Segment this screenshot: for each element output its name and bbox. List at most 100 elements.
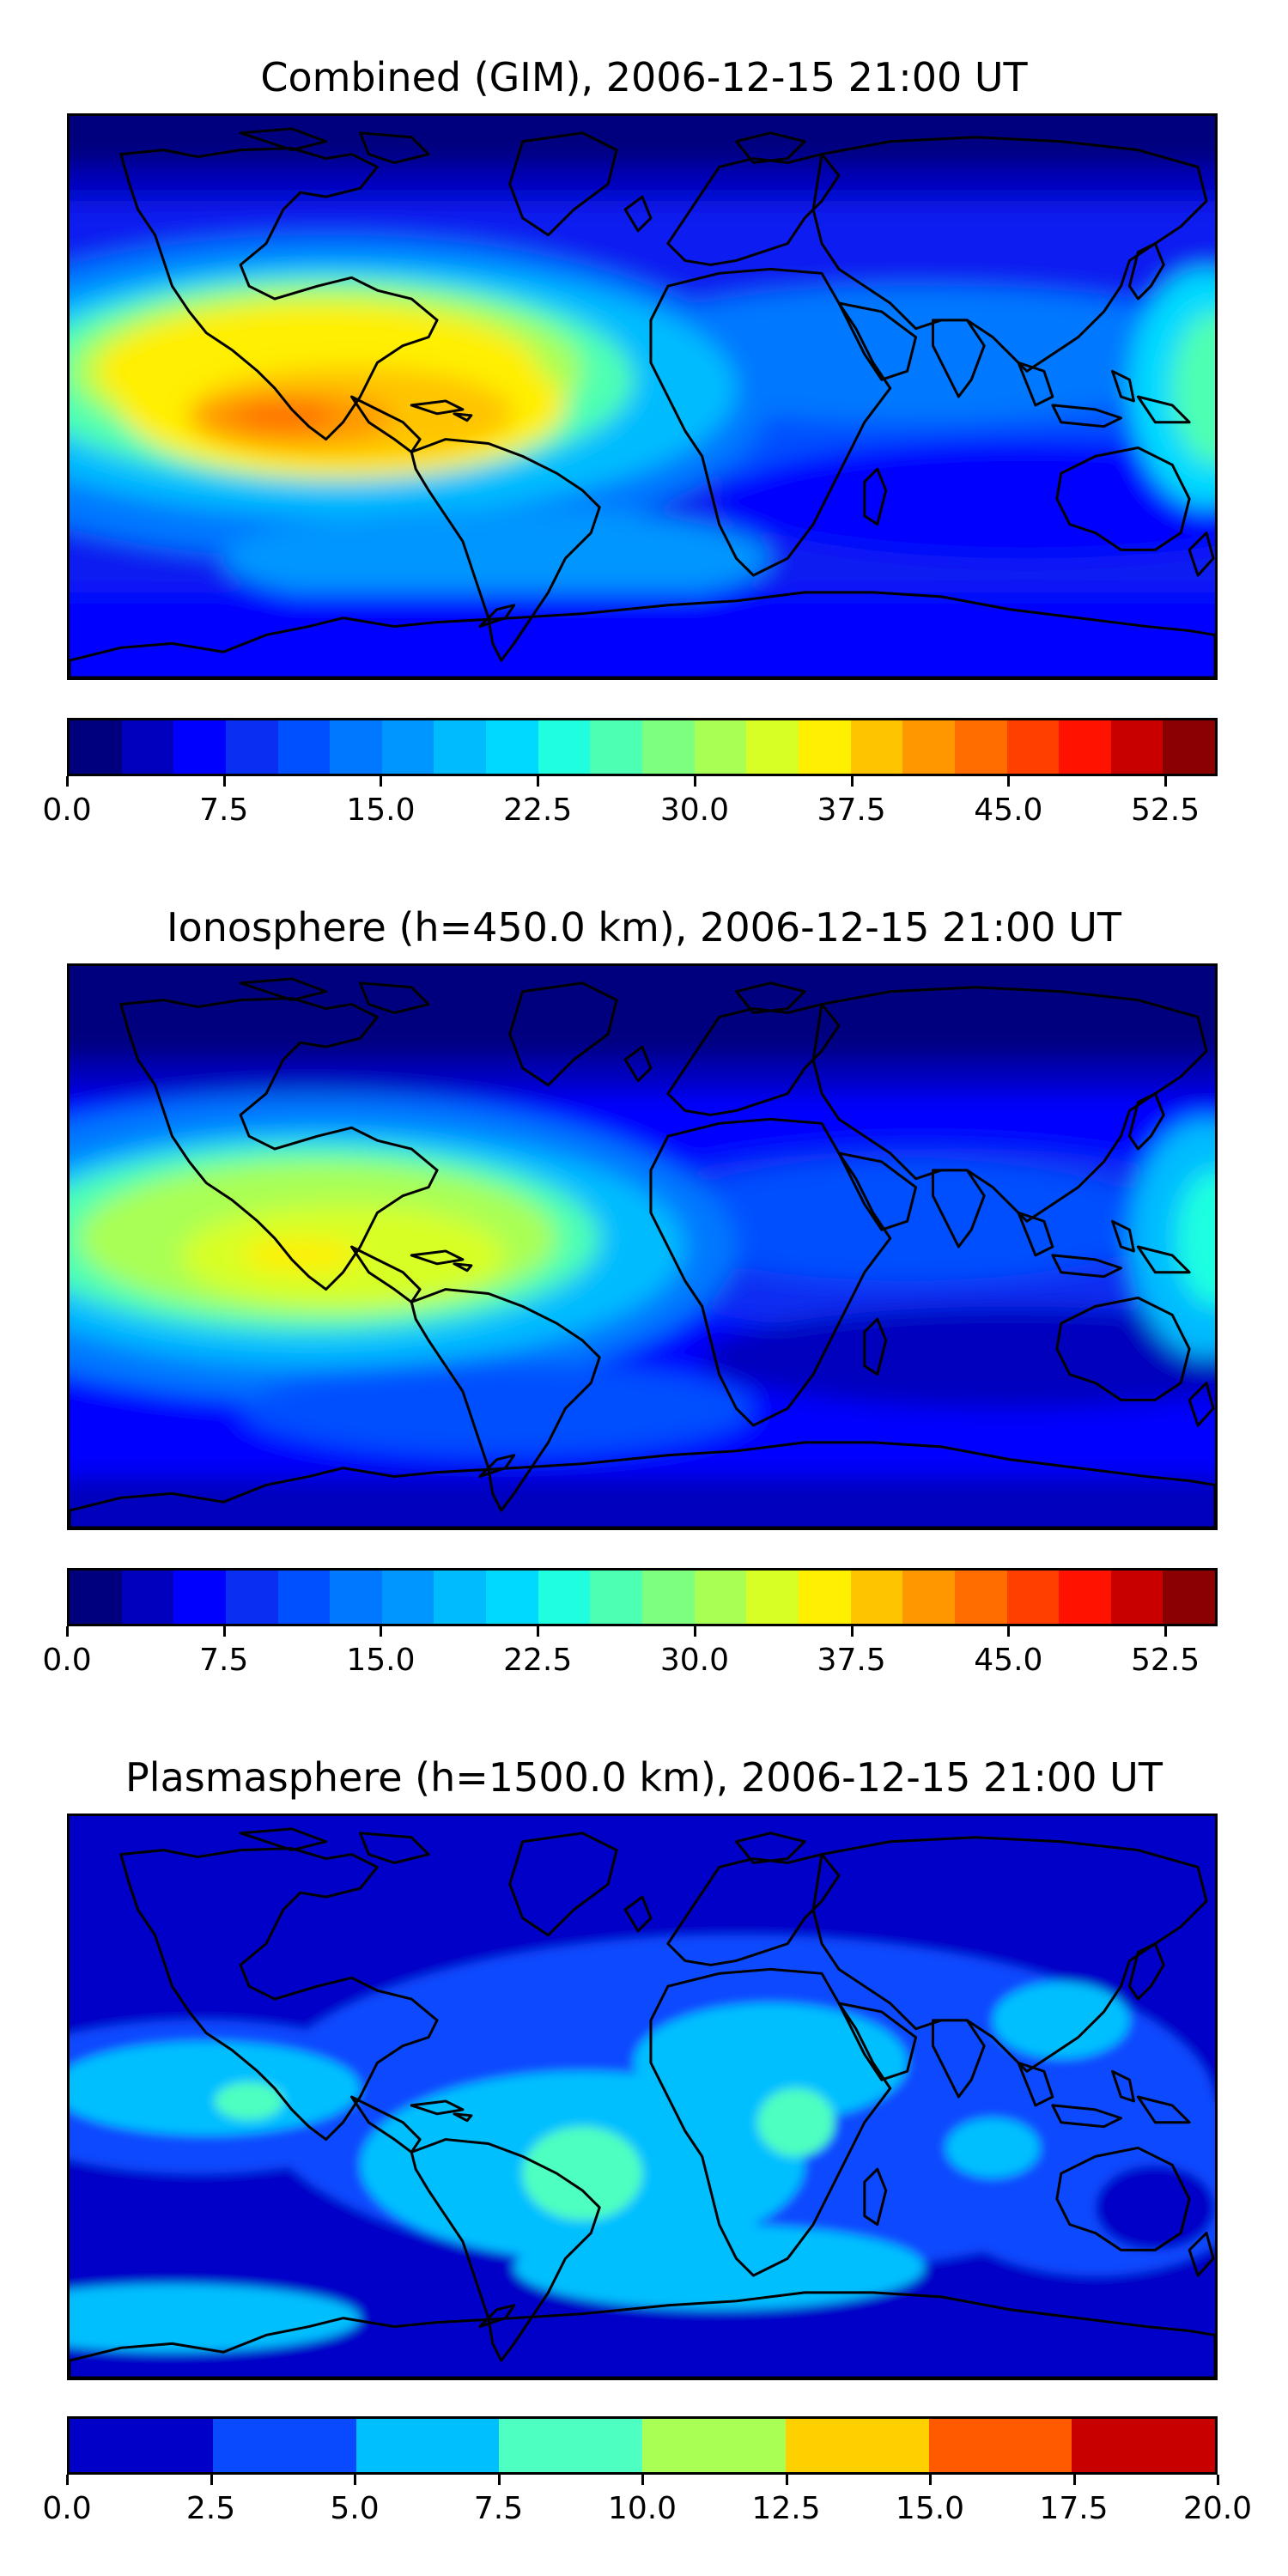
colorbar-segment (1072, 2419, 1215, 2472)
colorbar-segment (928, 2419, 1072, 2472)
colorbar-segment (173, 720, 226, 774)
colorbar-tick (785, 2475, 788, 2485)
colorbar-segment (1006, 1571, 1060, 1624)
colorbar-segment (902, 720, 955, 774)
colorbar-segment (642, 1571, 695, 1624)
colorbar-tick (66, 776, 69, 787)
panel-title: Plasmasphere (h=1500.0 km), 2006-12-15 2… (125, 1754, 1163, 1801)
colorbar-segment (1006, 720, 1060, 774)
colorbar-tick (929, 2475, 932, 2485)
colorbar-segment (381, 720, 434, 774)
colorbar-segment (486, 1571, 538, 1624)
colorbar-segment (954, 1571, 1007, 1624)
colorbar-tick-label: 2.5 (185, 2491, 236, 2526)
colorbar-segment (902, 1571, 955, 1624)
colorbar-tick-label: 30.0 (659, 793, 729, 828)
panel-title: Ionosphere (h=450.0 km), 2006-12-15 21:0… (167, 904, 1121, 951)
colorbar-segment (121, 1571, 174, 1624)
tec-map-plasmasphere (67, 1814, 1218, 2380)
colorbar-segment (225, 720, 278, 774)
colorbar-segment (798, 1571, 851, 1624)
colorbar-segment (173, 1571, 226, 1624)
colorbar-segment (798, 720, 851, 774)
colorbar-tick (66, 2475, 69, 2485)
colorbar-segment (121, 720, 174, 774)
colorbar-ticks-ionosphere: 0.0 7.5 15.0 22.5 30.0 37.5 45.0 52.5 (42, 1626, 1218, 1704)
colorbar-tick (1164, 776, 1168, 787)
colorbar-segment (785, 2419, 929, 2472)
colorbar-segment (499, 2419, 642, 2472)
colorbar-tick (641, 2475, 644, 2485)
tec-map-combined (67, 113, 1218, 680)
colorbar-segment (694, 1571, 747, 1624)
colorbar-segment (850, 720, 903, 774)
colorbar-segment (212, 2419, 356, 2472)
colorbar-tick-label: 0.0 (42, 1643, 92, 1678)
colorbar-segment (70, 2419, 213, 2472)
colorbar-tick-label: 22.5 (503, 793, 573, 828)
colorbar-tick-label: 7.5 (199, 1643, 249, 1678)
colorbar-segment (381, 1571, 434, 1624)
colorbar-tick (380, 776, 383, 787)
colorbar-segment (1110, 720, 1163, 774)
colorbar-segment (1110, 1571, 1163, 1624)
colorbar-tick-label: 45.0 (974, 1643, 1043, 1678)
colorbar-segment (1059, 720, 1111, 774)
colorbar-tick-label: 0.0 (42, 793, 92, 828)
panel-title: Combined (GIM), 2006-12-15 21:00 UT (260, 54, 1028, 100)
colorbar-tick-label: 15.0 (346, 1643, 416, 1678)
colorbar-tick (66, 1626, 69, 1637)
colorbar-tick-label: 0.0 (42, 2491, 92, 2526)
colorbar-segment (642, 2419, 786, 2472)
colorbar-segment (850, 1571, 903, 1624)
colorbar-tick-label: 22.5 (503, 1643, 573, 1678)
map-svg-combined (70, 116, 1215, 677)
colorbar-segment (746, 720, 799, 774)
colorbar-segment (330, 720, 382, 774)
colorbar-tick-label: 37.5 (817, 1643, 886, 1678)
colorbar-tick (1217, 2475, 1219, 2485)
colorbar-segment (642, 720, 695, 774)
colorbar-segment (1163, 720, 1215, 774)
colorbar-tick (380, 1626, 383, 1637)
colorbar-tick-label: 7.5 (199, 793, 249, 828)
map-svg-ionosphere (70, 966, 1215, 1528)
colorbar-segment (590, 1571, 643, 1624)
colorbar-tick-label: 17.5 (1039, 2491, 1109, 2526)
colorbar-tick-label: 10.0 (607, 2491, 677, 2526)
colorbar-tick-label: 5.0 (330, 2491, 380, 2526)
colorbar-ticks-combined: 0.0 7.5 15.0 22.5 30.0 37.5 45.0 52.5 (42, 776, 1218, 854)
colorbar-tick (850, 1626, 854, 1637)
colorbar-ionosphere (67, 1568, 1218, 1626)
colorbar-tick (222, 776, 226, 787)
colorbar-segment (1163, 1571, 1215, 1624)
colorbar-tick-label: 7.5 (473, 2491, 524, 2526)
colorbar-tick-label: 30.0 (659, 1643, 729, 1678)
colorbar-segment (434, 1571, 487, 1624)
colorbar-tick (537, 776, 540, 787)
colorbar-segment (225, 1571, 278, 1624)
colorbar-segment (277, 1571, 331, 1624)
colorbar-segment (70, 720, 122, 774)
colorbar-tick-label: 12.5 (751, 2491, 821, 2526)
colorbar-tick (693, 776, 696, 787)
colorbar-tick (1007, 776, 1011, 787)
colorbar-tick (222, 1626, 226, 1637)
colorbar-ticks-plasmasphere: 0.0 2.5 5.0 7.5 10.0 12.5 15.0 17.5 20.0 (42, 2475, 1252, 2552)
colorbar-tick-label: 15.0 (346, 793, 416, 828)
colorbar-tick (1007, 1626, 1011, 1637)
colorbar-segment (330, 1571, 382, 1624)
colorbar-tick (354, 2475, 356, 2485)
colorbar-segment (355, 2419, 500, 2472)
colorbar-segment (538, 1571, 591, 1624)
colorbar-tick (850, 776, 854, 787)
colorbar-segment (746, 1571, 799, 1624)
colorbar-segment (434, 720, 487, 774)
colorbar-tick-label: 15.0 (895, 2491, 965, 2526)
colorbar-combined (67, 718, 1218, 776)
tec-map-ionosphere (67, 963, 1218, 1530)
colorbar-tick (1164, 1626, 1168, 1637)
colorbar-tick-label: 45.0 (974, 793, 1043, 828)
colorbar-tick (210, 2475, 213, 2485)
colorbar-segment (277, 720, 331, 774)
